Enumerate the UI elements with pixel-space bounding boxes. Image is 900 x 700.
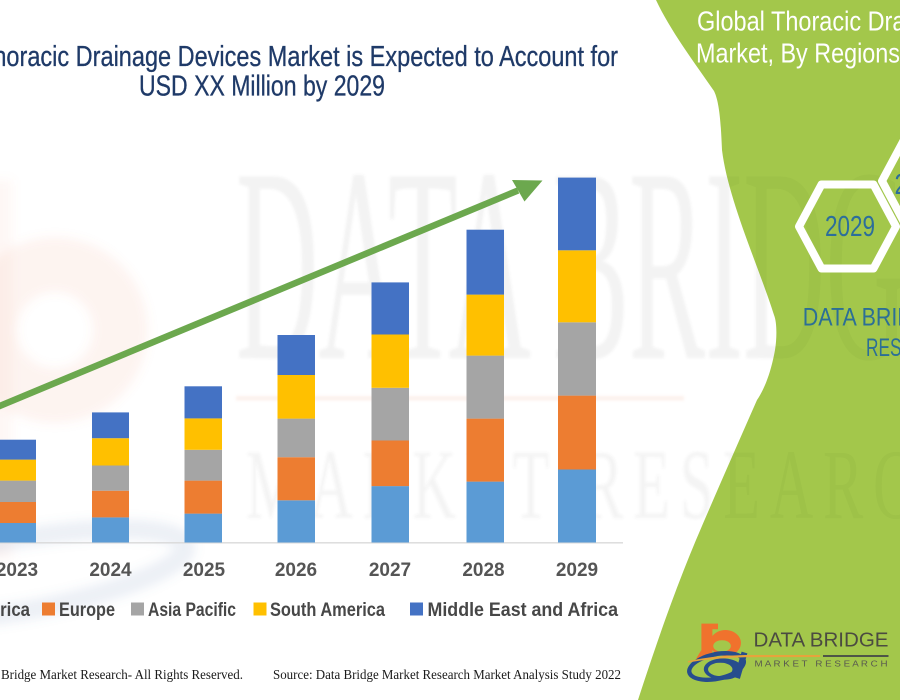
svg-text:DATA BRIDGE: DATA BRIDGE xyxy=(803,303,900,331)
svg-text:Thoracic Drainage Devices Mark: Thoracic Drainage Devices Market is Expe… xyxy=(0,41,618,73)
svg-text:South America: South America xyxy=(270,600,385,621)
svg-text:Asia Pacific: Asia Pacific xyxy=(148,600,236,621)
svg-text:North America: North America xyxy=(0,600,30,621)
svg-text:DATA BRIDGE: DATA BRIDGE xyxy=(754,630,889,652)
svg-text:2027: 2027 xyxy=(369,560,411,581)
svg-text:2026: 2026 xyxy=(275,560,317,581)
svg-text:Market, By Regions, 2022: Market, By Regions, 2022 xyxy=(696,38,900,69)
svg-text:Middle East and Africa: Middle East and Africa xyxy=(428,600,619,621)
svg-text:2025: 2025 xyxy=(183,560,226,581)
svg-text:Europe: Europe xyxy=(59,600,115,621)
svg-text:Global Thoracic Drainage Devic: Global Thoracic Drainage Devices xyxy=(697,6,900,37)
svg-text:2029: 2029 xyxy=(825,211,875,243)
svg-text:2028: 2028 xyxy=(462,560,504,581)
svg-text:M A R K E T R E S E A R C H: M A R K E T R E S E A R C H xyxy=(755,659,888,669)
svg-text:2029: 2029 xyxy=(556,560,598,581)
svg-text:20: 20 xyxy=(895,169,900,201)
svg-text:2023: 2023 xyxy=(0,560,38,581)
svg-text:Bridge Market Research- All Ri: Bridge Market Research- All Rights Reser… xyxy=(1,667,243,682)
svg-text:USD XX Million by 2029: USD XX Million by 2029 xyxy=(139,71,385,103)
svg-text:2024: 2024 xyxy=(89,560,132,581)
svg-text:Source: Data Bridge Market Res: Source: Data Bridge Market Research Mark… xyxy=(273,667,621,682)
